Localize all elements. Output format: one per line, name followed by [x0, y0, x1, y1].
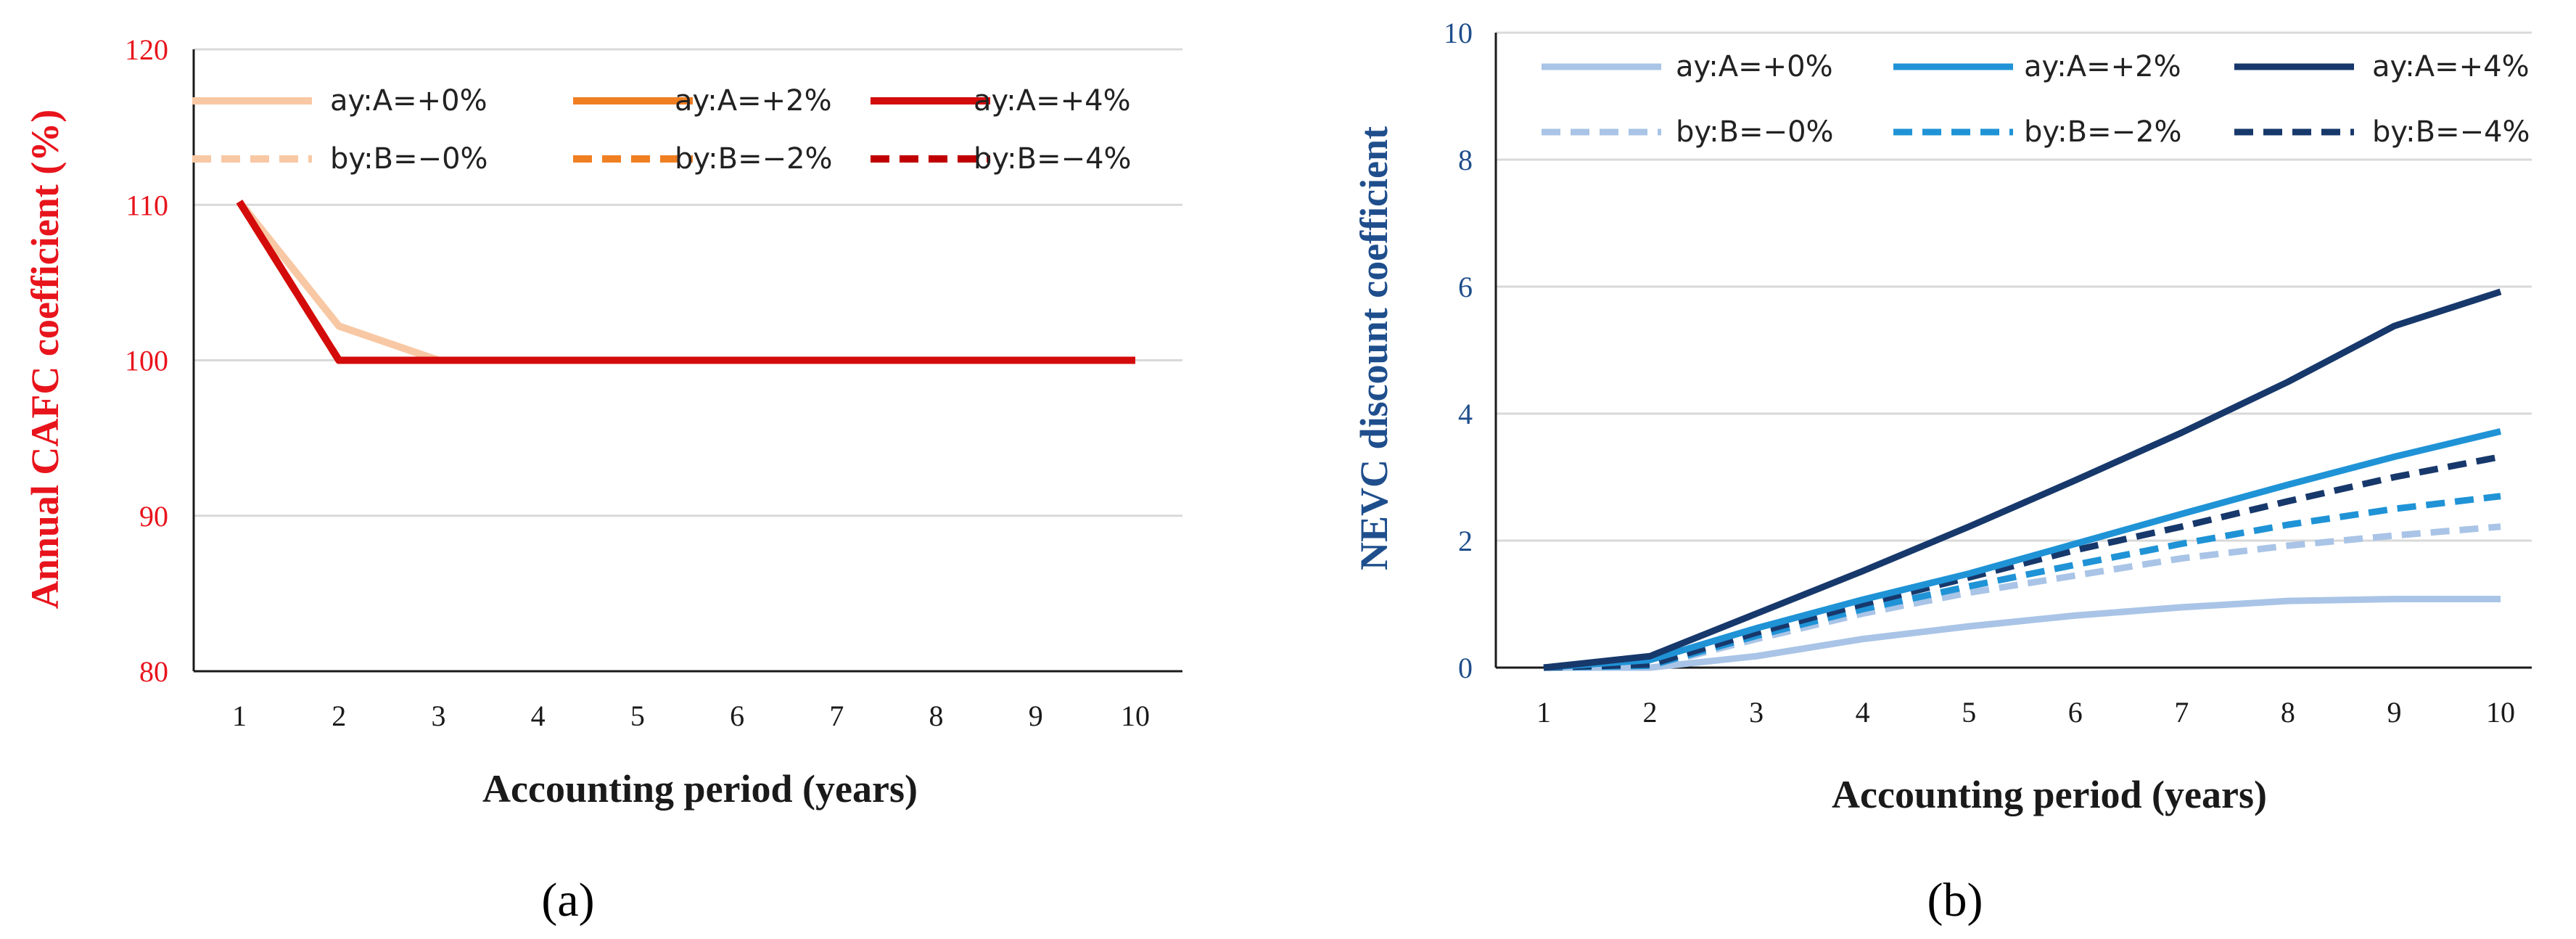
- x-tick-label: 8: [929, 700, 944, 732]
- y-tick-label: 4: [1458, 398, 1473, 430]
- y-tick-label: 0: [1458, 652, 1473, 684]
- legend-b: ay:A=+0% ay:A=+2% ay:A=+4% by:B=−0% by:B=−2%…: [1542, 50, 2530, 149]
- gridlines-a: [194, 48, 1182, 517]
- x-ticks-a: 1 2 3 4 5 6 7 8 9 10: [232, 700, 1150, 732]
- legend-label: ay:A=+0%: [330, 84, 487, 118]
- legend-label: ay:A=+2%: [675, 84, 832, 118]
- y-tick-label: 10: [1444, 17, 1473, 49]
- legend-label: by:B=−0%: [1676, 115, 1834, 149]
- x-tick-label: 9: [1029, 700, 1043, 732]
- x-tick-label: 7: [829, 700, 844, 732]
- y-tick-label: 6: [1458, 271, 1473, 303]
- legend-label: by:B=−2%: [675, 142, 833, 176]
- y-axis-title-b: NEVC discount coefficient: [1352, 126, 1396, 570]
- legend-label: ay:A=+4%: [974, 84, 1131, 118]
- series-group-b: [1543, 288, 2502, 671]
- legend-label: ay:A=+0%: [1676, 50, 1833, 83]
- panel-label-b: (b): [1927, 874, 1983, 927]
- legend-label: by:B=−4%: [974, 142, 1132, 176]
- x-tick-label: 10: [2486, 696, 2515, 729]
- x-axis-title-b: Accounting period (years): [1832, 773, 2267, 816]
- x-tick-label: 1: [1536, 696, 1551, 729]
- x-tick-label: 4: [531, 700, 546, 732]
- x-tick-label: 1: [232, 700, 247, 732]
- series-line: [1544, 596, 2501, 671]
- x-tick-label: 4: [1856, 696, 1870, 729]
- y-tick-label: 110: [125, 189, 168, 221]
- gridlines-b: [1496, 31, 2532, 542]
- series-group-a: [236, 199, 1135, 364]
- y-tick-label: 80: [139, 655, 168, 688]
- legend-label: ay:A=+4%: [2372, 50, 2530, 83]
- x-tick-label: 9: [2387, 696, 2401, 729]
- x-tick-label: 6: [2068, 696, 2083, 729]
- y-tick-label: 120: [125, 33, 168, 66]
- y-tick-label: 2: [1458, 525, 1473, 557]
- x-tick-label: 8: [2281, 696, 2295, 729]
- x-tick-label: 3: [431, 700, 445, 732]
- x-tick-label: 5: [630, 700, 645, 732]
- series-line: [1543, 428, 2502, 671]
- x-ticks-b: 1 2 3 4 5 6 7 8 9 10: [1536, 696, 2515, 729]
- x-tick-label: 7: [2174, 696, 2189, 729]
- y-tick-label: 8: [1458, 144, 1473, 176]
- legend-label: by:B=−4%: [2372, 115, 2530, 149]
- legend-label: ay:A=+2%: [2024, 50, 2181, 83]
- legend-a: ay:A=+0% ay:A=+2% ay:A=+4% by:B=−0% by:B=−2%…: [192, 84, 1132, 176]
- panel-label-a: (a): [541, 874, 594, 927]
- legend-label: by:B=−0%: [330, 142, 488, 176]
- y-axis-title-a: Annual CAFC coefficient (%): [23, 110, 67, 609]
- y-ticks-b: 0 2 4 6 8 10: [1444, 17, 1473, 684]
- x-tick-label: 3: [1749, 696, 1764, 729]
- x-tick-label: 2: [332, 700, 346, 732]
- x-tick-label: 6: [730, 700, 744, 732]
- series-line: [1543, 454, 2501, 671]
- x-tick-label: 5: [1962, 696, 1976, 729]
- y-tick-label: 90: [139, 500, 168, 533]
- y-tick-label: 100: [125, 345, 168, 377]
- legend-label: by:B=−2%: [2024, 115, 2182, 149]
- series-line: [236, 199, 1135, 364]
- series-line: [236, 200, 1135, 364]
- x-tick-label: 2: [1643, 696, 1658, 729]
- x-tick-label: 10: [1121, 700, 1150, 732]
- x-axis-title-a: Accounting period (years): [482, 767, 918, 811]
- y-ticks-a: 80 90 100 110 120: [125, 33, 168, 688]
- series-line: [1543, 288, 2502, 671]
